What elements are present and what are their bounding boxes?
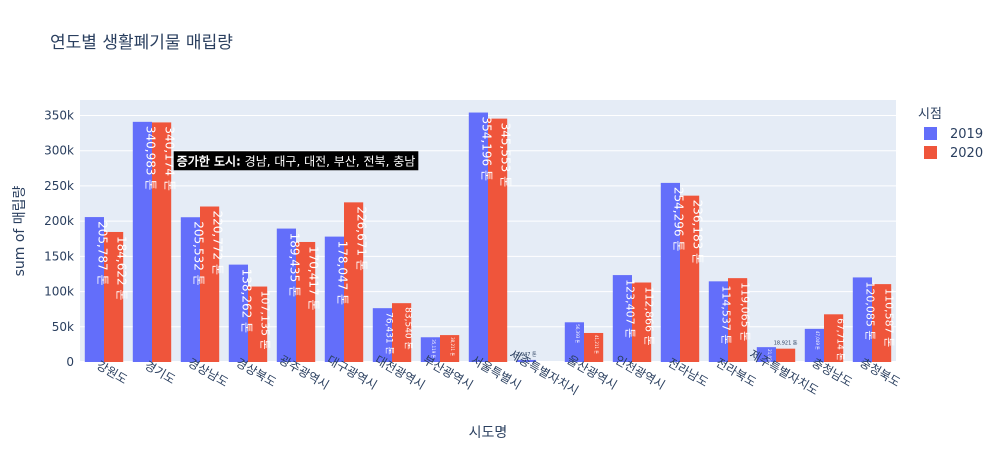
legend-title: 시점 <box>918 107 942 122</box>
bar-2019 <box>132 121 152 362</box>
bar-2020 <box>296 241 316 362</box>
bar-value-label: 83,540 톤 <box>403 307 414 350</box>
bar-value-label: 47,049 톤 <box>815 331 821 350</box>
bar-value-label: 110,587 톤 <box>883 288 896 347</box>
y-tick-label: 150k <box>44 249 74 263</box>
bar-2020 <box>872 284 892 362</box>
bar-2020 <box>152 122 172 362</box>
bar-value-label: 189,435 톤 <box>287 233 301 297</box>
y-tick-label: 50k <box>52 320 74 334</box>
y-tick-label: 200k <box>44 214 74 228</box>
y-tick-label: 250k <box>44 179 74 193</box>
bar-2020 <box>104 231 124 362</box>
annotation-body-text: 경남, 대구, 대전, 부산, 전북, 충남 <box>241 154 415 168</box>
legend-label: 2020 <box>950 146 983 161</box>
bar-value-label: 178,047 톤 <box>335 241 349 305</box>
bar-2020 <box>440 335 460 362</box>
bar-2020 <box>776 348 796 362</box>
bar-value-label: 236,183 톤 <box>691 200 705 264</box>
bar-2020 <box>344 202 364 362</box>
bar-2019 <box>84 217 104 362</box>
bar-value-label: 38,211 톤 <box>450 337 456 356</box>
y-tick-label: 300k <box>44 144 74 158</box>
bar-2019 <box>276 228 296 362</box>
chart-title: 연도별 생활폐기물 매립량 <box>50 33 233 53</box>
bar-2020 <box>728 278 748 362</box>
bar-2020 <box>488 118 508 362</box>
y-axis-title: sum of 매립량 <box>12 185 28 276</box>
bar-value-label: 2,947 톤 <box>516 352 537 358</box>
bar-2019 <box>180 217 200 362</box>
bar-2020 <box>824 314 844 362</box>
bar-value-label: 114,537 톤 <box>719 285 732 344</box>
bar-value-label: 112,866 톤 <box>643 287 656 346</box>
bar-value-label: 76,431 톤 <box>383 312 394 355</box>
bar-value-label: 67,714 톤 <box>835 318 846 361</box>
bar-value-label: 254,296 톤 <box>671 187 685 251</box>
x-axis-title: 시도명 <box>469 425 508 441</box>
bar-2019 <box>564 322 584 362</box>
bar-value-label: 345,553 톤 <box>499 123 513 187</box>
bar-2019 <box>228 264 248 362</box>
bar-value-label: 107,135 톤 <box>259 291 272 350</box>
bar-2020 <box>632 282 652 362</box>
bar-2020 <box>680 195 700 362</box>
bar-2019 <box>756 347 776 362</box>
y-tick-label: 0 <box>66 355 74 369</box>
bar-2019 <box>324 236 344 362</box>
bar-value-label: 41,211 톤 <box>594 335 600 354</box>
bars <box>84 112 892 363</box>
bar-2019 <box>612 275 632 362</box>
annotation: 증가한 도시: 경남, 대구, 대전, 부산, 전북, 충남 <box>173 151 419 171</box>
annotation-bold-text: 증가한 도시: <box>177 153 241 168</box>
bar-value-label: 120,085 톤 <box>863 281 876 340</box>
bar-value-label: 354,196 톤 <box>479 117 493 181</box>
bar-value-label: 56,393 톤 <box>575 324 581 343</box>
bar-value-label: 226,671 톤 <box>355 206 369 270</box>
bar-value-label: 205,532 톤 <box>191 221 205 285</box>
bar-value-label: 35,119 톤 <box>431 339 437 358</box>
bar-2019 <box>516 359 536 362</box>
legend-label: 2019 <box>950 127 983 142</box>
bar-2020 <box>248 286 268 362</box>
bar-value-label: 21,094 톤 <box>767 349 773 368</box>
annotation-text: 증가한 도시: 경남, 대구, 대전, 부산, 전북, 충남 <box>177 153 416 168</box>
bar-2019 <box>804 328 824 362</box>
y-tick-label: 100k <box>44 285 74 299</box>
annotation-box <box>173 151 419 171</box>
bar-value-label: 18,921 톤 <box>774 341 798 347</box>
bar-2020 <box>392 303 412 362</box>
bar-2019 <box>852 277 872 362</box>
bar-2019 <box>468 112 488 363</box>
bar-2019 <box>420 337 440 362</box>
bar-2020 <box>200 206 220 362</box>
bar-2019 <box>708 281 728 362</box>
bar-2020 <box>584 332 604 362</box>
bar-value-label: 340,174 톤 <box>163 126 177 190</box>
bar-value-label: 119,065 톤 <box>739 282 752 341</box>
y-axis-ticks: 0 50k 100k 150k 200k 250k 300k 350k <box>44 108 74 369</box>
bar-value-label: 138,262 톤 <box>239 269 253 333</box>
bar-value-label: 184,622 톤 <box>115 236 129 300</box>
bar-value-label: 205,787 톤 <box>95 221 109 285</box>
bar-labels: 205,787 톤 340,983 톤 205,532 톤 138,262 톤 189,… <box>95 117 895 369</box>
bar-2019 <box>372 308 392 362</box>
bar-value-label: 340,983 톤 <box>143 126 157 190</box>
bar-value-label: 220,772 톤 <box>211 211 225 275</box>
y-tick-label: 350k <box>44 108 74 122</box>
legend-swatch <box>924 127 937 140</box>
bar-value-label: 170,417 톤 <box>307 246 321 310</box>
legend: 시점 2019 2020 <box>918 107 983 161</box>
bar-2019 <box>660 182 680 362</box>
legend-swatch <box>924 146 937 159</box>
bar-value-label: 123,407 톤 <box>623 279 636 338</box>
